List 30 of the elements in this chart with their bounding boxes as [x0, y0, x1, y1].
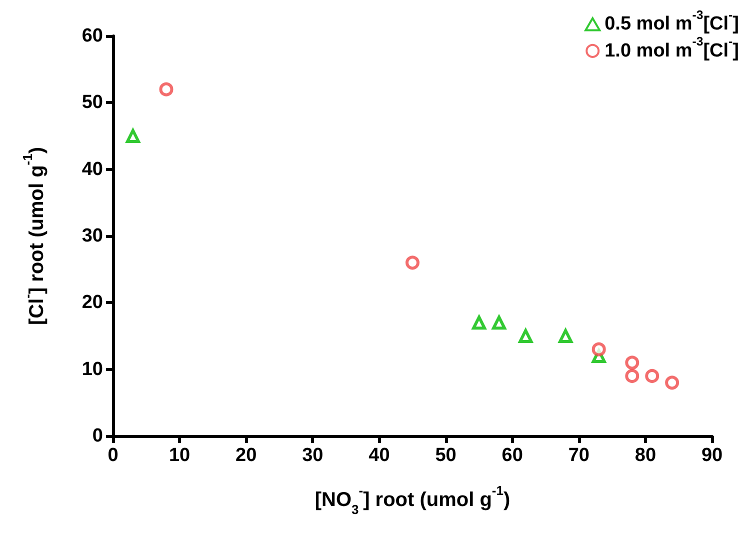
x-tick-label: 90	[701, 445, 723, 466]
x-tick-label: 40	[368, 445, 390, 466]
y-tick-label: 10	[82, 358, 103, 380]
y-tick-label: 40	[82, 158, 103, 180]
x-tick-label: 70	[568, 445, 590, 466]
point	[645, 369, 660, 383]
point	[159, 82, 174, 96]
y-tick-label: 0	[92, 426, 103, 446]
x-tick-label: 50	[435, 445, 456, 466]
x-tick-label: 80	[634, 445, 656, 466]
x-tick-label: 30	[302, 445, 324, 466]
y-tick-label: 20	[82, 292, 103, 314]
x-tick-label: 20	[236, 445, 257, 466]
point	[518, 329, 533, 343]
point	[472, 316, 486, 330]
x-tick-label: 0	[108, 445, 118, 466]
point	[592, 342, 606, 356]
x-tick-label: 60	[502, 445, 523, 466]
x-tick-label: 10	[168, 445, 190, 466]
point	[126, 129, 140, 143]
point	[625, 369, 640, 383]
y-tick-label: 50	[82, 92, 103, 114]
y-tick-label: 30	[82, 226, 103, 246]
point	[625, 356, 640, 370]
y-axis-title: [Cl-] root (umol g-1)	[20, 146, 48, 326]
point	[406, 256, 420, 270]
point	[558, 329, 573, 343]
point	[492, 316, 506, 330]
y-tick-label: 60	[82, 26, 103, 46]
point	[665, 376, 680, 390]
